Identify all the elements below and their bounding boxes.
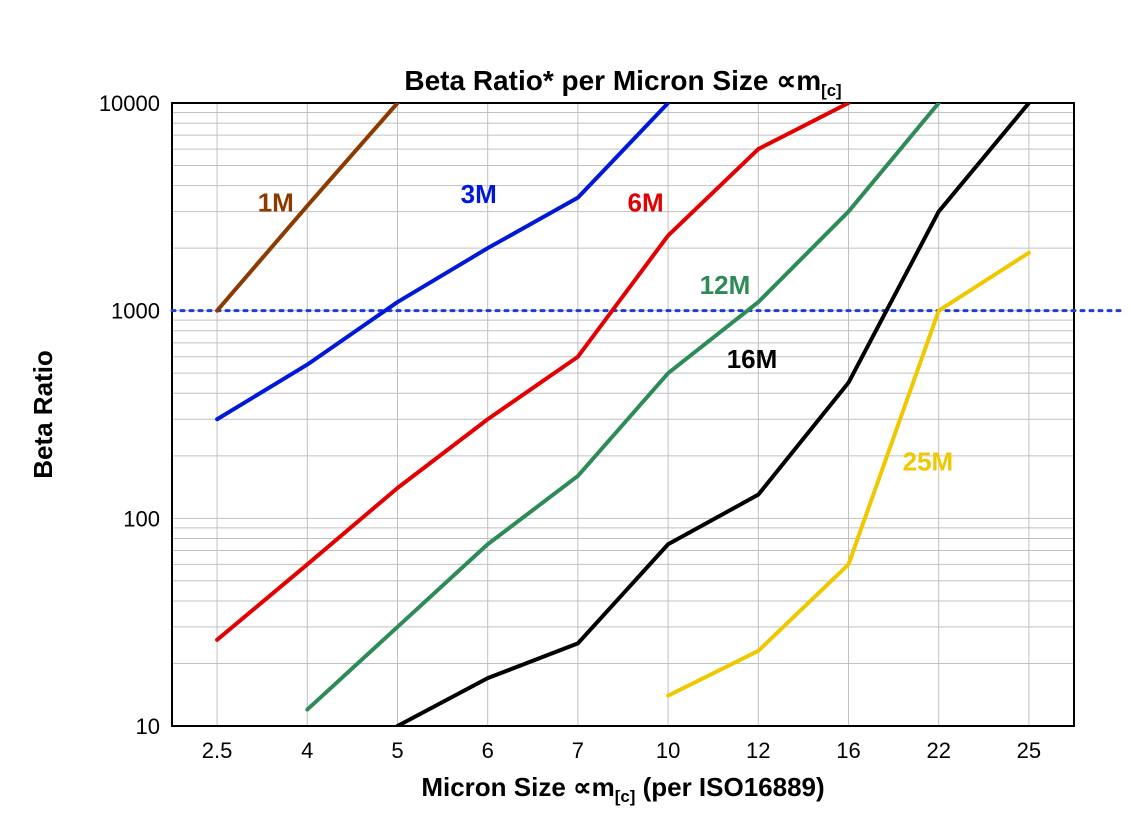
y-axis-title: Beta Ratio (28, 350, 58, 479)
series-label-25M: 25M (903, 446, 954, 476)
x-tick-label: 6 (482, 738, 494, 763)
y-tick-label: 1000 (111, 299, 160, 324)
x-tick-label: 2.5 (202, 738, 233, 763)
x-tick-label: 4 (301, 738, 313, 763)
series-label-6M: 6M (628, 188, 664, 218)
series-label-3M: 3M (461, 179, 497, 209)
y-tick-label: 100 (123, 506, 160, 531)
x-tick-label: 5 (391, 738, 403, 763)
x-tick-label: 10 (656, 738, 680, 763)
beta-ratio-chart: 1M 3M 6M 12M 16M 25M 2.5 4 5 6 7 10 12 16 22 25 10 100 100… (0, 0, 1146, 818)
x-tick-label: 12 (746, 738, 770, 763)
series-label-12M: 12M (700, 270, 751, 300)
x-tick-label: 22 (926, 738, 950, 763)
x-tick-label: 16 (836, 738, 860, 763)
y-tick-label: 10 (136, 714, 160, 739)
series-label-1M: 1M (258, 188, 294, 218)
x-tick-label: 25 (1017, 738, 1041, 763)
chart-title: Beta Ratio* per Micron Size ∝m[c] (404, 65, 841, 100)
y-tick-label: 10000 (99, 91, 160, 116)
series-label-16M: 16M (727, 344, 778, 374)
x-tick-label: 7 (572, 738, 584, 763)
